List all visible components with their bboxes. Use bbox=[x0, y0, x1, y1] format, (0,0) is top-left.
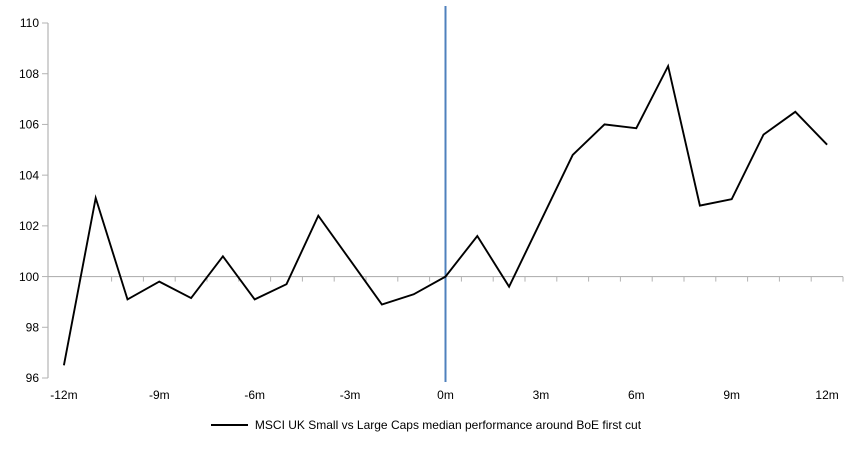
series-group bbox=[62, 63, 828, 366]
x-axis-tick-label: -12m bbox=[50, 388, 77, 402]
x-axis-tick-label: 12m bbox=[815, 388, 838, 402]
series-line bbox=[62, 63, 828, 366]
y-axis-tick-label: 104 bbox=[19, 168, 39, 182]
x-axis-tick-label: -9m bbox=[149, 388, 170, 402]
x-axis-tick-label: 3m bbox=[533, 388, 550, 402]
y-axis-tick-label: 108 bbox=[19, 67, 39, 81]
y-axis bbox=[42, 22, 49, 379]
y-axis-tick-label: 100 bbox=[19, 270, 39, 284]
y-axis-tick-label: 110 bbox=[20, 16, 39, 30]
y-axis-tick-label: 98 bbox=[26, 320, 40, 334]
legend: MSCI UK Small vs Large Caps median perfo… bbox=[0, 417, 852, 433]
y-axis-tick-label: 102 bbox=[19, 219, 39, 233]
legend-line-icon bbox=[210, 424, 248, 426]
y-axis-tick-label: 106 bbox=[19, 118, 39, 132]
y-axis-tick-label: 96 bbox=[26, 371, 40, 385]
legend-label: MSCI UK Small vs Large Caps median perfo… bbox=[254, 418, 642, 432]
x-axis-labels: -12m -9m -6m -3m 0m 3m 6m 9m 12m bbox=[50, 388, 839, 402]
x-axis-tick-label: -6m bbox=[244, 388, 265, 402]
x-axis-tick-label: -3m bbox=[340, 388, 361, 402]
x-axis-tick-label: 6m bbox=[628, 388, 645, 402]
y-axis-labels: 96 98 100 102 104 106 108 110 bbox=[19, 16, 39, 385]
x-axis-tick-label: 0m bbox=[437, 388, 454, 402]
x-axis-tick-label: 9m bbox=[723, 388, 740, 402]
